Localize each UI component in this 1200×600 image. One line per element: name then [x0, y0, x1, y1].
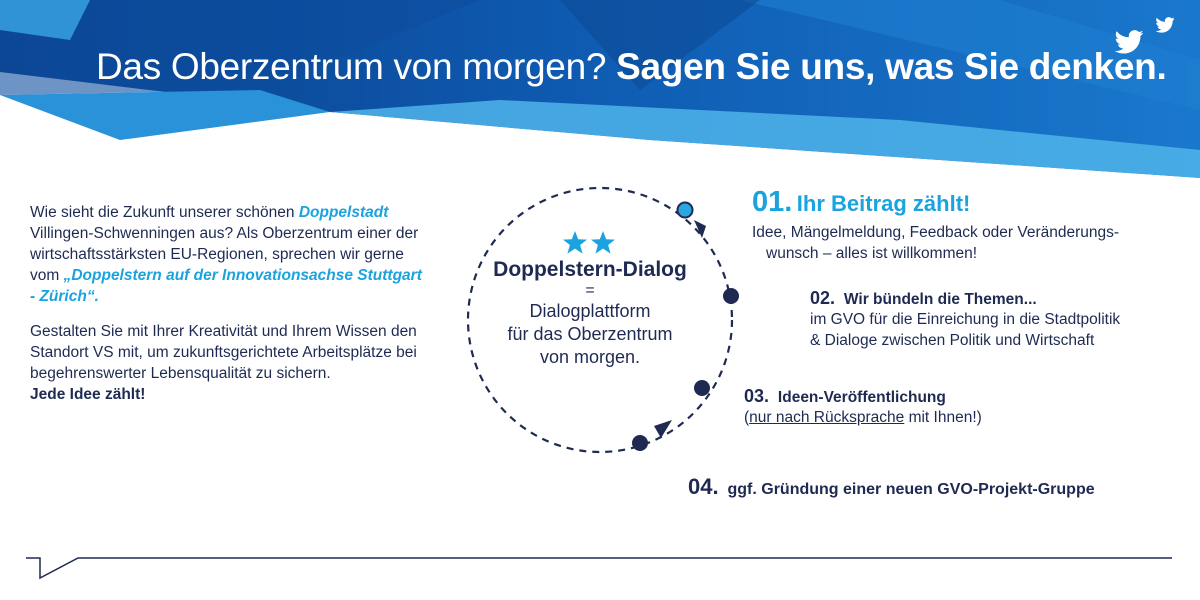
title-bold: Sagen Sie uns, was Sie denken.	[616, 46, 1167, 87]
highlight-doppelstern: „Doppelstern auf der Innovations­achse S…	[30, 267, 422, 305]
cycle-node-1	[676, 201, 694, 219]
intro-paragraph-2: Gestalten Sie mit Ihrer Kreativität und …	[30, 321, 430, 405]
step-body-line: Idee, Mängelmeldung, Feedback oder Verän…	[752, 224, 1120, 241]
twitter-icon[interactable]	[1114, 30, 1144, 54]
cycle-node-3	[694, 380, 710, 396]
intro-paragraph-1: Wie sieht die Zukunft unserer schönen Do…	[30, 202, 430, 307]
intro-text-part: Wie sieht die Zukunft unserer schönen	[30, 204, 299, 221]
center-label: Doppelstern-Dialog = Dialogplattform für…	[470, 230, 710, 369]
cycle-circle	[466, 186, 734, 454]
step-2: 02. Wir bündeln die Themen... im GVO für…	[810, 288, 1120, 351]
center-line: Dialogplattform	[529, 301, 651, 321]
step-body: Idee, Mängelmeldung, Feedback oder Verän…	[752, 222, 1119, 264]
cycle-diagram	[466, 186, 739, 454]
center-line: für das Oberzentrum	[507, 324, 673, 344]
two-stars-icon	[563, 231, 615, 254]
cycle-node-4	[632, 435, 648, 451]
step-body-part: (	[744, 409, 750, 426]
step-body: im GVO für die Einreichung in die Stadtp…	[810, 309, 1120, 351]
step-heading: ggf. Gründung einer neuen GVO-Projekt-Gr…	[727, 481, 1095, 498]
step-1: 01. Ihr Beitrag zählt! Idee, Mängelmeldu…	[752, 186, 1119, 264]
step-number: 01.	[752, 186, 793, 218]
cycle-arrow-1	[694, 220, 706, 238]
step-heading: Ihr Beitrag zählt!	[796, 191, 971, 216]
cycle-node-2	[723, 288, 739, 304]
step-3: 03. Ideen-Veröffentlichung (nur nach Rüc…	[744, 386, 982, 428]
page-title: Das Oberzentrum von morgen? Sagen Sie un…	[96, 46, 1167, 88]
center-line: von morgen.	[539, 347, 641, 367]
step-body-underlined: nur nach Rücksprache	[749, 409, 905, 426]
center-equals: =	[585, 282, 595, 299]
footer-divider	[26, 557, 1172, 580]
step-body-line: im GVO für die Einreichung in die Stadtp…	[810, 311, 1121, 328]
step-heading: Ideen-Veröffentlichung	[777, 389, 946, 406]
cycle-arrow-2	[654, 420, 672, 438]
twitter-icon[interactable]	[1155, 17, 1175, 33]
intro-text-part: Gestalten Sie mit Ihrer Kreativität und …	[30, 323, 417, 382]
highlight-doppelstadt: Doppelstadt	[298, 204, 389, 221]
step-heading: Wir bündeln die Themen...	[843, 291, 1037, 308]
step-body-line: wunsch – alles ist willkommen!	[766, 245, 978, 262]
step-4: 04. ggf. Gründung einer neuen GVO-Projek…	[688, 474, 1095, 500]
header-banner	[0, 0, 1200, 200]
step-body-part: mit Ihnen!)	[904, 409, 982, 426]
step-body: (nur nach Rücksprache mit Ihnen!)	[744, 407, 982, 428]
step-number: 03.	[744, 386, 770, 406]
center-subtitle: Dialogplattform für das Oberzentrum von …	[470, 300, 710, 369]
step-number: 02.	[810, 288, 836, 308]
step-body-line: & Dialoge zwischen Politik und Wirtschaf…	[810, 332, 1095, 349]
intro-text-part: Villingen-Schwenningen aus? Als Oberzent…	[30, 225, 419, 284]
step-number: 04.	[688, 474, 719, 499]
center-title: Doppelstern-Dialog	[493, 258, 687, 281]
intro-emphasis: Jede Idee zählt!	[30, 386, 146, 403]
intro-text: Wie sieht die Zukunft unserer schönen Do…	[30, 202, 430, 419]
title-light: Das Oberzentrum von morgen?	[96, 46, 607, 87]
